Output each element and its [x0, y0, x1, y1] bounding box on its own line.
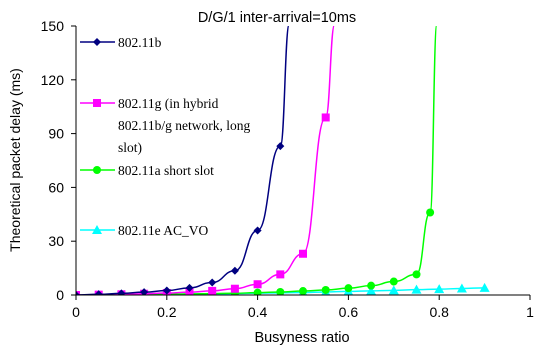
data-point	[389, 277, 398, 286]
legend-item-802-11a-short-slot: 802.11a short slot	[80, 163, 214, 178]
y-tick-label: 150	[41, 18, 65, 34]
legend-label: 802.11b	[118, 35, 162, 50]
data-point	[388, 285, 399, 295]
series-line	[76, 26, 438, 295]
series-line	[76, 26, 290, 295]
legend-item-802-11e-ac-vo: 802.11e AC_VO	[80, 223, 208, 238]
x-axis-label: Busyness ratio	[254, 330, 349, 346]
data-point	[208, 286, 217, 295]
legend-label: 802.11a short slot	[118, 163, 214, 178]
x-tick-label: 0.8	[429, 304, 449, 320]
legend: 802.11b 802.11g (in hybrid 802.11b/g netwo…	[80, 35, 250, 238]
legend-label: 802.11b/g network, long	[118, 118, 250, 133]
y-tick-label: 30	[48, 233, 64, 249]
legend-marker	[93, 99, 101, 107]
x-tick-label: 0.4	[248, 304, 268, 320]
data-point	[299, 249, 307, 258]
x-tick-label: 0.6	[339, 304, 359, 320]
y-tick-label: 120	[41, 72, 65, 88]
y-tick-label: 0	[56, 287, 64, 303]
data-point	[344, 284, 353, 293]
data-point	[411, 284, 422, 294]
legend-label: slot)	[118, 140, 142, 155]
legend-marker	[93, 38, 101, 46]
data-point	[299, 287, 307, 295]
series-802-11a-short-slot	[76, 26, 438, 295]
data-point	[276, 287, 285, 295]
legend-marker	[93, 166, 101, 174]
y-tick-label: 60	[48, 179, 64, 195]
y-axis-label: Theoretical packet delay (ms)	[7, 68, 23, 252]
data-point	[367, 281, 376, 290]
data-point	[321, 285, 330, 294]
data-point	[366, 285, 377, 295]
y-tick-label: 90	[48, 126, 64, 142]
data-point	[456, 283, 467, 293]
data-point	[276, 142, 285, 151]
data-point	[185, 283, 194, 292]
data-point	[253, 280, 262, 289]
axes: 0 0.2 0.4 0.6 0.8 1 0 30 60 90 120 150	[41, 18, 534, 320]
legend-label: 802.11g (in hybrid	[118, 96, 219, 111]
data-point	[94, 290, 103, 295]
data-point	[140, 288, 149, 295]
data-point	[230, 266, 239, 275]
data-point	[230, 284, 239, 293]
data-point	[76, 291, 80, 295]
data-point	[479, 282, 490, 292]
data-point	[412, 270, 421, 279]
data-point	[434, 284, 445, 294]
data-point	[253, 288, 262, 295]
x-tick-label: 0.2	[157, 304, 177, 320]
series-802-11b	[76, 26, 290, 295]
series-802-11g-in-hybrid	[76, 26, 335, 295]
data-point	[117, 289, 126, 295]
x-tick-label: 0	[72, 304, 80, 320]
data-point	[276, 270, 285, 279]
plot-area	[76, 26, 490, 295]
legend-marker	[92, 225, 102, 234]
data-point	[321, 113, 330, 122]
legend-item-802-11g-in-hybrid: 802.11g (in hybrid 802.11b/g network, lon…	[80, 96, 250, 155]
series-line	[76, 26, 335, 295]
data-point	[426, 208, 435, 217]
legend-item-802-11b: 802.11b	[80, 35, 162, 50]
data-point	[208, 278, 217, 287]
x-tick-label: 1	[526, 304, 534, 320]
legend-label: 802.11e AC_VO	[118, 223, 208, 238]
data-point	[162, 286, 171, 295]
chart-title: D/G/1 inter-arrival=10ms	[198, 10, 356, 26]
data-point	[253, 226, 262, 235]
